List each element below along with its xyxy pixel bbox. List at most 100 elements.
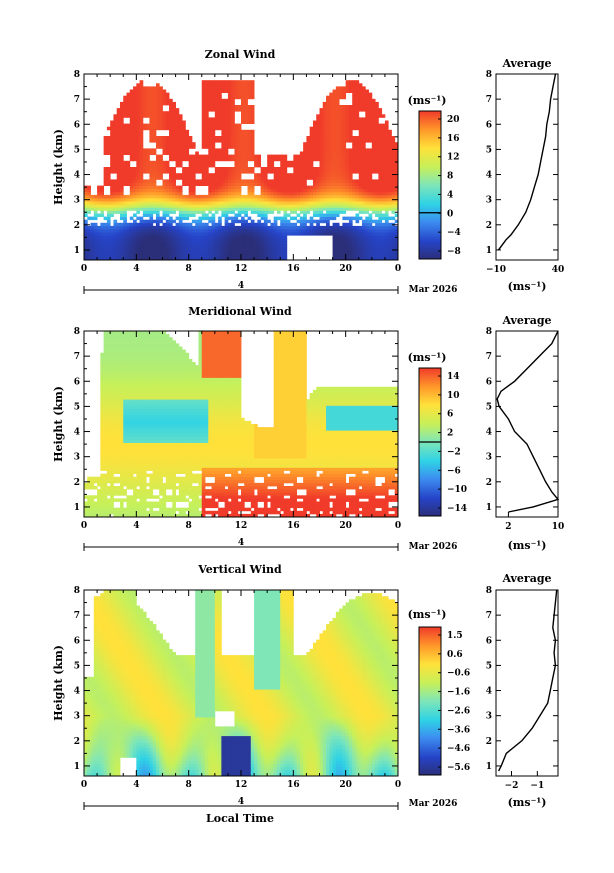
heatmap-cell — [214, 188, 219, 193]
heatmap-cell — [381, 139, 386, 143]
heatmap-cell — [149, 216, 154, 221]
heatmap-cell — [218, 154, 222, 159]
heatmap-cell — [155, 219, 160, 224]
heatmap-cell — [133, 343, 137, 347]
heatmap-cell — [119, 105, 124, 109]
heatmap-cell — [84, 482, 88, 487]
heatmap-cell — [119, 504, 124, 509]
heatmap-cell — [103, 486, 108, 490]
heatmap-cell — [149, 98, 154, 103]
heatmap-cell — [290, 185, 294, 190]
heatmap-cell — [133, 185, 137, 190]
heatmap-cell — [103, 436, 108, 440]
heatmap-cell — [100, 430, 105, 434]
heatmap-cell — [218, 185, 222, 190]
heatmap-cell — [116, 194, 121, 199]
heatmap-cell — [378, 247, 383, 252]
heatmap-cell — [329, 201, 333, 205]
heatmap-cell — [103, 173, 108, 177]
heatmap-cell — [110, 201, 114, 205]
heatmap-cell — [172, 114, 176, 118]
heatmap-cell — [142, 427, 147, 431]
heatmap-cell — [106, 424, 111, 428]
heatmap-cell — [345, 83, 350, 87]
heatmap-cell — [113, 201, 118, 205]
heatmap-cell — [375, 235, 379, 239]
heatmap-cell — [267, 179, 271, 183]
heatmap-cell — [254, 194, 258, 199]
heatmap-cell — [159, 95, 163, 100]
heatmap-cell — [234, 191, 239, 196]
heatmap-cell — [123, 396, 127, 400]
heatmap-cell — [381, 160, 386, 165]
heatmap-cell — [348, 163, 353, 168]
heatmap-cell — [201, 139, 206, 143]
heatmap-cell — [358, 157, 363, 162]
heatmap-cell — [218, 219, 222, 224]
heatmap-cell — [280, 154, 284, 159]
heatmap-cell — [247, 235, 252, 239]
heatmap-cell — [110, 402, 114, 406]
heatmap-cell — [355, 105, 360, 109]
heatmap-cell — [358, 204, 363, 208]
heatmap-cell — [129, 151, 134, 155]
heatmap-cell — [139, 101, 144, 106]
heatmap-cell — [172, 232, 176, 236]
heatmap-cell — [218, 86, 222, 90]
heatmap-cell — [335, 191, 340, 196]
heatmap-cell — [339, 194, 343, 199]
heatmap-cell — [358, 250, 363, 255]
heatmap-cell — [276, 179, 281, 183]
heatmap-cell — [182, 154, 186, 159]
heatmap-cell — [116, 343, 121, 347]
heatmap-cell — [365, 154, 369, 159]
heatmap-cell — [110, 458, 114, 462]
heatmap-cell — [165, 253, 170, 258]
heatmap-cell — [221, 83, 226, 87]
heatmap-cell — [136, 365, 140, 369]
heatmap-cell — [345, 182, 350, 186]
heatmap-cell — [250, 92, 255, 97]
heatmap-cell — [355, 151, 360, 155]
heatmap-cell — [355, 123, 360, 128]
heatmap-cell — [342, 241, 347, 245]
heatmap-cell — [142, 513, 147, 517]
heatmap-cell — [260, 191, 265, 196]
heatmap-cell — [116, 470, 121, 474]
heatmap-cell — [326, 142, 330, 146]
heatmap-cell — [90, 482, 95, 487]
heatmap-cell — [316, 157, 320, 162]
heatmap-cell — [205, 160, 209, 165]
heatmap-cell — [276, 185, 281, 190]
heatmap-cell — [129, 337, 134, 341]
heatmap-cell — [218, 238, 222, 242]
heatmap-cell — [276, 167, 281, 171]
heatmap-cell — [257, 210, 262, 214]
zonal-wind-date-label: Mar 2026 — [409, 285, 458, 295]
heatmap-cell — [100, 482, 105, 487]
heatmap-cell — [142, 470, 147, 474]
heatmap-cell — [296, 198, 301, 202]
heatmap-cell — [136, 473, 140, 478]
heatmap-cell — [375, 191, 379, 196]
heatmap-cell — [221, 148, 226, 152]
heatmap-cell — [139, 105, 144, 109]
heatmap-cell — [136, 408, 140, 412]
heatmap-cell — [365, 148, 369, 152]
heatmap-cell — [394, 244, 398, 248]
heatmap-cell — [293, 154, 297, 159]
heatmap-cell — [103, 136, 108, 140]
heatmap-cell — [381, 247, 386, 252]
heatmap-cell — [149, 247, 154, 252]
heatmap-cell — [106, 176, 111, 180]
heatmap-cell — [332, 229, 337, 233]
heatmap-cell — [280, 219, 284, 224]
heatmap-cell — [345, 120, 350, 124]
heatmap-cell — [172, 250, 176, 255]
zonal-wind-day-axis: 4 — [83, 281, 399, 294]
heatmap-cell — [339, 207, 343, 211]
heatmap-cell — [129, 244, 134, 248]
heatmap-cell — [270, 170, 275, 174]
heatmap-cell — [227, 120, 232, 124]
heatmap-cell — [348, 167, 353, 171]
